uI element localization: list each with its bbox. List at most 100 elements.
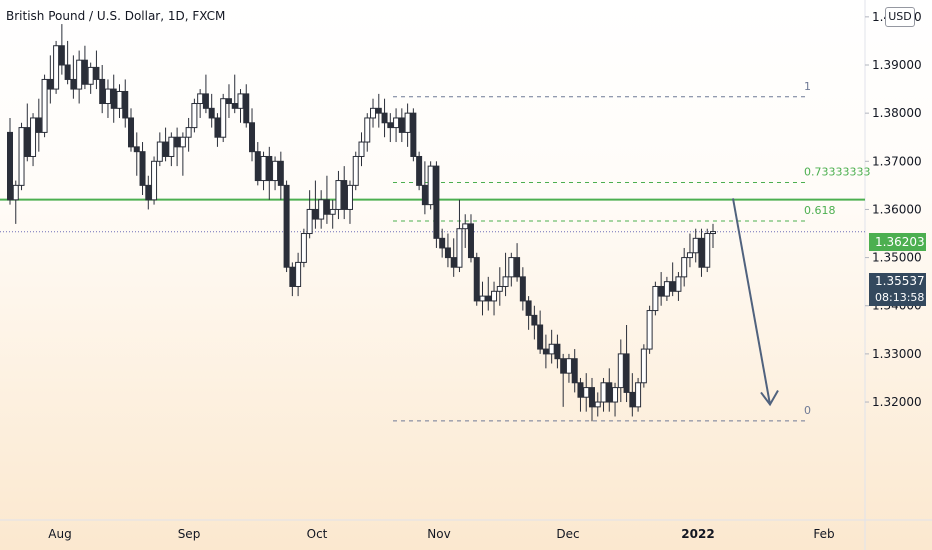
time-tick-label: Nov	[427, 527, 450, 541]
candle-body	[145, 184, 152, 201]
time-tick-label: Sep	[178, 527, 201, 541]
candle-body	[364, 117, 371, 143]
fib-level-label: 1	[804, 80, 811, 93]
candle-body	[450, 257, 457, 268]
candle-body	[47, 78, 54, 90]
candle-body	[675, 276, 682, 292]
candle-body	[185, 127, 192, 138]
candle-body	[635, 382, 642, 408]
level-price-tag: 1.36203	[869, 233, 926, 251]
candle-body	[70, 78, 77, 90]
candle-body	[179, 136, 186, 148]
candle-body	[208, 107, 215, 119]
candle-body	[30, 117, 37, 157]
candle-body	[35, 117, 42, 133]
candle-body	[479, 295, 486, 302]
candle-body	[473, 257, 480, 302]
candle-body	[381, 112, 388, 124]
time-tick-label: Oct	[307, 527, 328, 541]
candle-body	[162, 141, 169, 157]
candle-body	[277, 160, 284, 186]
candle-body	[427, 165, 434, 206]
candle-body	[122, 90, 129, 119]
candle-body	[318, 199, 325, 220]
forecast-arrow-head	[760, 389, 779, 407]
time-tick-label: Aug	[48, 527, 71, 541]
candle-body	[231, 103, 238, 109]
candle-body	[220, 98, 227, 138]
candle-body	[698, 237, 705, 268]
currency-selector[interactable]: USD	[885, 7, 915, 27]
candle-body	[416, 155, 423, 186]
candle-body	[404, 112, 411, 133]
candle-body	[225, 98, 232, 105]
candle-body	[329, 208, 336, 215]
candle-body	[93, 66, 100, 80]
price-tick-label: 1.33000	[872, 347, 922, 361]
candle-body	[306, 208, 313, 235]
candle-body	[398, 117, 405, 133]
price-tick-label: 1.39000	[872, 58, 922, 72]
candle-body	[24, 127, 31, 157]
candle-body	[410, 112, 417, 157]
candle-body	[704, 233, 711, 268]
candle-body	[249, 122, 256, 153]
price-tick-label: 1.32000	[872, 395, 922, 409]
candle-body	[312, 208, 319, 220]
price-tick-label: 1.35000	[872, 251, 922, 265]
candle-body	[640, 348, 647, 384]
candle-body	[283, 184, 290, 268]
candle-body	[243, 93, 250, 124]
candle-body	[191, 103, 198, 129]
candle-body	[519, 276, 526, 302]
candle-body	[375, 107, 382, 114]
candle-body	[629, 391, 636, 408]
price-tick-label: 1.37000	[872, 154, 922, 168]
candle-body	[99, 78, 106, 105]
candle-body	[606, 382, 613, 403]
time-tick-label: 2022	[681, 527, 714, 541]
candle-body	[266, 155, 273, 182]
candle-body	[289, 266, 296, 287]
candle-body	[272, 160, 279, 182]
candle-body	[214, 117, 221, 138]
candle-body	[444, 247, 451, 259]
candle-body	[612, 387, 619, 403]
candle-body	[571, 358, 578, 384]
candle-body	[514, 257, 521, 278]
candle-body	[358, 141, 365, 157]
current-price-tag: 1.35537	[869, 273, 926, 290]
candle-body	[491, 290, 498, 302]
candle-body	[542, 348, 549, 355]
candle-body	[12, 184, 19, 201]
forecast-arrow	[732, 198, 771, 405]
candle-body	[548, 343, 555, 355]
candle-body	[76, 59, 83, 90]
candle-body	[346, 184, 353, 210]
candle-body	[508, 257, 515, 278]
candle-body	[496, 285, 503, 292]
candle-body	[41, 78, 48, 133]
time-tick-label: Feb	[813, 527, 834, 541]
candle-body	[686, 252, 693, 259]
candle-body	[681, 257, 688, 278]
candle-body	[537, 324, 544, 350]
candle-body	[652, 285, 659, 312]
candle-body	[323, 199, 330, 215]
candle-body	[260, 155, 267, 182]
candle-body	[174, 136, 181, 148]
candle-body	[133, 146, 140, 153]
candle-body	[352, 155, 359, 186]
candle-body	[341, 180, 348, 210]
candle-body	[600, 382, 607, 403]
candle-body	[663, 281, 670, 297]
candle-body	[151, 160, 158, 201]
candle-body	[462, 223, 469, 230]
candle-body	[560, 358, 567, 374]
candle-body	[64, 64, 71, 80]
candle-body	[295, 261, 302, 287]
time-tick-label: Dec	[556, 527, 579, 541]
candle-body	[588, 387, 595, 408]
